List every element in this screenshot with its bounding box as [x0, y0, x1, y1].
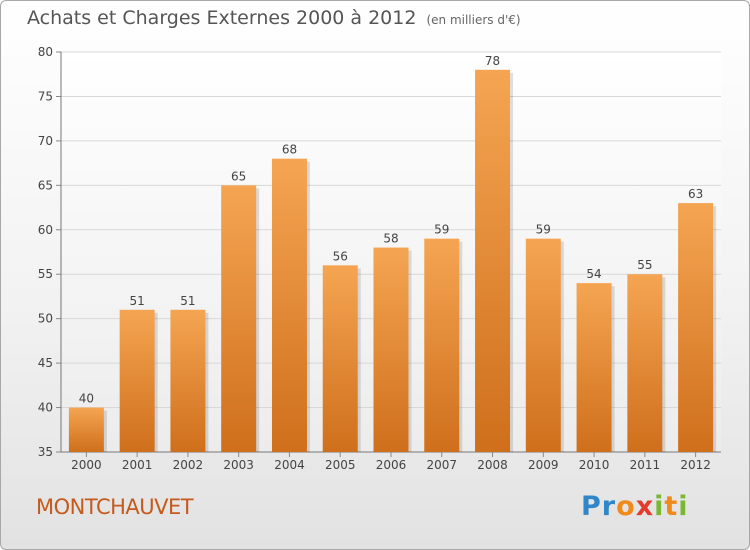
- bar: [424, 238, 460, 452]
- bar-value-label: 51: [180, 294, 195, 308]
- bar: [373, 247, 409, 452]
- bar-value-label: 59: [536, 223, 551, 237]
- bar-value-label: 54: [586, 267, 601, 281]
- bar-value-label: 40: [79, 392, 94, 406]
- x-tick-label: 2008: [477, 458, 508, 472]
- bar-value-label: 63: [688, 187, 703, 201]
- x-tick-label: 2010: [579, 458, 610, 472]
- bar-value-label: 68: [282, 143, 297, 157]
- x-tick-label: 2011: [630, 458, 661, 472]
- x-tick-label: 2003: [223, 458, 254, 472]
- bar: [576, 283, 612, 452]
- bar-value-label: 78: [485, 54, 500, 68]
- x-tick-label: 2000: [71, 458, 102, 472]
- bar: [475, 69, 511, 453]
- bar: [68, 407, 104, 452]
- chart-unit: (en milliers d'€): [426, 13, 521, 27]
- x-tick-label: 2012: [680, 458, 711, 472]
- bar-value-label: 65: [231, 169, 246, 183]
- bar-value-label: 51: [130, 294, 145, 308]
- bar-value-label: 56: [333, 249, 348, 263]
- logo-letter: x: [635, 491, 655, 522]
- x-tick-label: 2001: [122, 458, 153, 472]
- x-tick-label: 2006: [376, 458, 407, 472]
- bar: [627, 274, 663, 452]
- bar: [170, 309, 206, 452]
- y-tick-label: 80: [38, 45, 53, 59]
- bar: [322, 265, 358, 452]
- logo-letter: r: [601, 491, 617, 522]
- bar-value-label: 58: [383, 232, 398, 246]
- chart-title: Achats et Charges Externes 2000 à 2012 (e…: [27, 7, 521, 29]
- bar: [119, 309, 155, 452]
- y-tick-label: 40: [38, 401, 53, 415]
- bar: [525, 238, 561, 452]
- y-tick-label: 65: [38, 178, 53, 192]
- logo-letter: i: [654, 491, 665, 522]
- bar: [678, 203, 714, 452]
- y-tick-label: 60: [38, 223, 53, 237]
- y-tick-label: 45: [38, 356, 53, 370]
- logo-letter: i: [678, 491, 689, 522]
- y-tick-label: 55: [38, 267, 53, 281]
- x-tick-label: 2007: [426, 458, 457, 472]
- y-tick-label: 75: [38, 89, 53, 103]
- x-tick-label: 2009: [528, 458, 559, 472]
- y-tick-label: 70: [38, 134, 53, 148]
- x-tick-label: 2004: [274, 458, 305, 472]
- y-tick-label: 35: [38, 445, 53, 459]
- logo-letter: o: [616, 491, 636, 522]
- proxiti-logo[interactable]: Proxiti: [581, 491, 689, 522]
- chart-title-text: Achats et Charges Externes 2000 à 2012: [27, 7, 417, 29]
- bar: [271, 158, 307, 452]
- y-tick-label: 50: [38, 312, 53, 326]
- logo-letter: t: [664, 491, 679, 522]
- bar-value-label: 55: [637, 258, 652, 272]
- logo-letter: P: [581, 491, 602, 522]
- x-tick-label: 2005: [325, 458, 356, 472]
- bar-value-label: 59: [434, 223, 449, 237]
- x-tick-label: 2002: [173, 458, 204, 472]
- city-name: MONTCHAUVET: [36, 495, 194, 519]
- bar: [221, 185, 257, 453]
